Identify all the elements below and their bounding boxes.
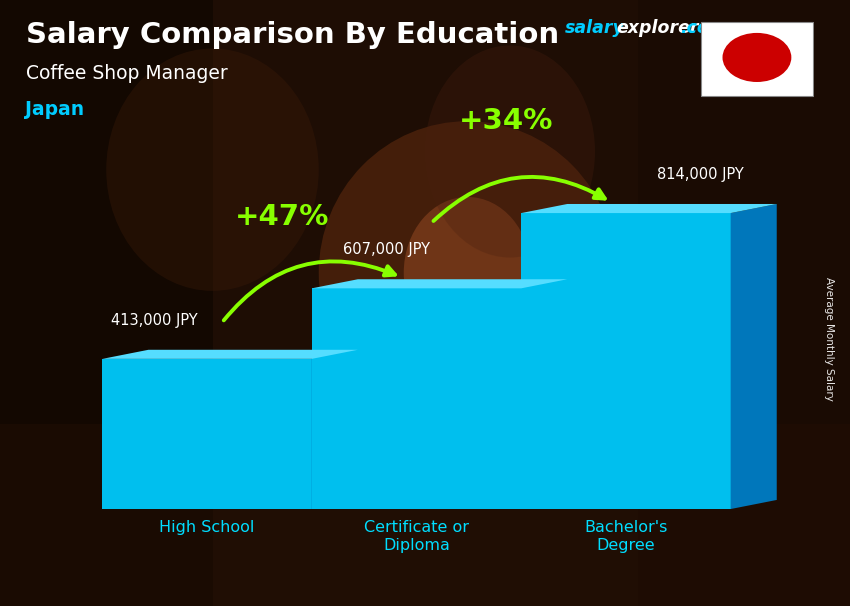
Text: .com: .com [680,19,727,38]
FancyArrowPatch shape [434,177,605,221]
Ellipse shape [425,45,595,258]
Ellipse shape [106,48,319,291]
Text: 607,000 JPY: 607,000 JPY [343,242,430,258]
Text: salary: salary [565,19,625,38]
Text: +34%: +34% [459,107,553,135]
FancyBboxPatch shape [521,213,731,509]
Polygon shape [521,204,777,213]
Bar [638,0,850,606]
Ellipse shape [319,121,616,424]
Polygon shape [312,279,567,288]
Text: 413,000 JPY: 413,000 JPY [111,313,198,328]
Text: explorer: explorer [616,19,699,38]
Bar [0,0,212,606]
FancyBboxPatch shape [102,359,312,509]
FancyBboxPatch shape [312,288,521,509]
Text: 814,000 JPY: 814,000 JPY [657,167,744,182]
Ellipse shape [404,197,531,348]
Polygon shape [102,350,358,359]
Polygon shape [731,204,777,509]
Polygon shape [521,279,567,509]
FancyBboxPatch shape [700,22,813,96]
Circle shape [722,33,791,82]
Bar [0,424,850,606]
Text: Average Monthly Salary: Average Monthly Salary [824,278,834,401]
Text: +47%: +47% [235,203,329,231]
Text: Salary Comparison By Education: Salary Comparison By Education [26,21,558,49]
Polygon shape [312,350,358,509]
Text: Japan: Japan [26,100,85,119]
Text: Coffee Shop Manager: Coffee Shop Manager [26,64,227,82]
FancyArrowPatch shape [224,261,395,321]
